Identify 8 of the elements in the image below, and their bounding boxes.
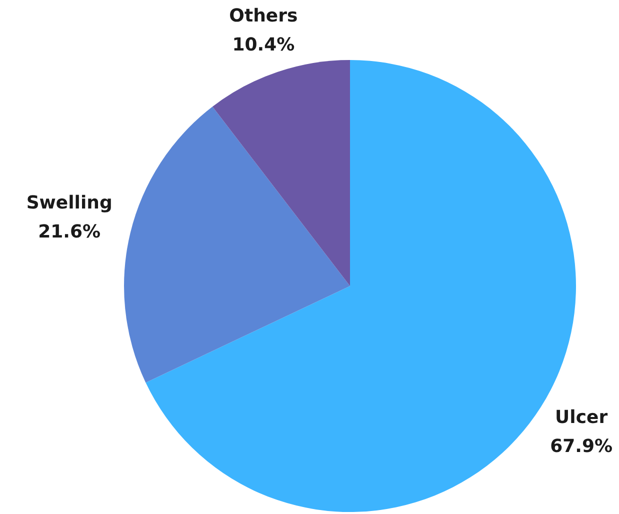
slice-label: Others (229, 5, 298, 26)
data-label: 21.6% (38, 222, 101, 243)
data-label: 10.4% (232, 34, 295, 56)
pie-slice (212, 60, 350, 286)
pie-slice (124, 106, 350, 383)
data-label: 67.9% (550, 436, 613, 457)
slice-label: Swelling (26, 192, 112, 214)
slice-label: Ulcer (555, 406, 608, 428)
